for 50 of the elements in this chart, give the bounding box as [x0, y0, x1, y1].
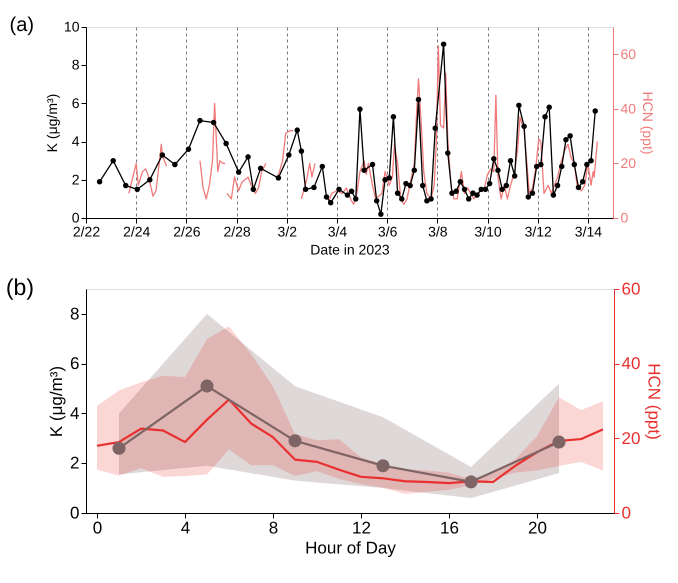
y2-tick-label: 40	[622, 354, 640, 374]
text: (b)	[6, 274, 34, 300]
x-tick-label: 3/8	[428, 224, 448, 240]
y2-tick-label: 60	[620, 46, 636, 62]
y-tick-label: 2	[72, 171, 80, 188]
x-tick-label: 2/24	[123, 224, 151, 240]
y-tick-label: 10	[64, 18, 80, 34]
x-tick-label: 2/28	[223, 224, 251, 240]
x-tick-label: 0	[92, 518, 102, 538]
y2-tick-label: 60	[622, 280, 640, 298]
y2-tick-label: 40	[620, 100, 636, 116]
y-tick-label: 2	[70, 454, 80, 473]
y2-tick-label: 0	[620, 210, 628, 226]
y-tick-label: 8	[72, 56, 80, 73]
y-tick-label: 4	[70, 404, 80, 423]
y-tick-label: 6	[70, 354, 80, 374]
x-tick-label: 3/4	[328, 224, 348, 240]
x-tick-label: 3/2	[278, 224, 298, 240]
point	[376, 459, 390, 472]
x-tick-label: 12	[352, 518, 371, 538]
x-axis-title: Hour of Day	[305, 538, 396, 558]
y2-axis-title: HCN (ppt)	[640, 91, 656, 155]
y-axis-title: K (μg/m³)	[47, 366, 66, 438]
x-tick-label: 3/6	[378, 224, 398, 240]
x-tick-label: 16	[440, 518, 459, 538]
y2-axis-title: HCN (ppt)	[644, 363, 664, 440]
point	[288, 434, 302, 448]
x-tick-label: 20	[528, 518, 547, 538]
y-tick-label: 0	[72, 210, 80, 226]
x-tick-label: 4	[180, 518, 190, 538]
x-tick-label: 2/26	[173, 224, 201, 240]
y-tick-label: 4	[72, 133, 80, 150]
point	[552, 436, 566, 449]
x-tick-label: 3/10	[474, 224, 502, 240]
text: (a)	[10, 14, 34, 36]
y-tick-label: 8	[70, 304, 80, 324]
x-tick-label: 2/22	[72, 224, 100, 240]
point	[464, 475, 478, 488]
y-tick-label: 6	[72, 94, 80, 111]
y2-tick-label: 20	[622, 428, 640, 448]
y-axis-title: K (μg/m³)	[44, 94, 60, 152]
point	[200, 380, 214, 393]
x-tick-label: 3/12	[524, 224, 552, 240]
y-tick-label: 0	[70, 504, 80, 522]
y2-tick-label: 20	[620, 154, 636, 171]
x-axis-title: Date in 2023	[310, 242, 390, 258]
x-tick-label: 8	[268, 518, 278, 538]
x-tick-label: 3/14	[574, 224, 602, 240]
y2-tick-label: 0	[622, 504, 631, 522]
point	[112, 442, 126, 455]
